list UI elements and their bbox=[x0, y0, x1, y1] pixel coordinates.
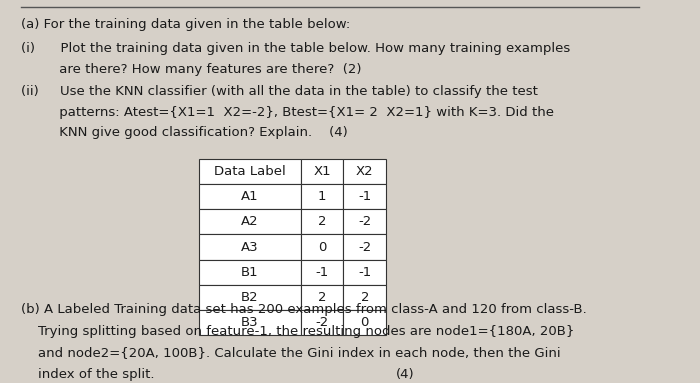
Bar bbox=[300, 285, 344, 310]
Text: X1: X1 bbox=[313, 165, 331, 178]
Text: -1: -1 bbox=[358, 190, 372, 203]
Bar bbox=[300, 184, 344, 209]
Text: A1: A1 bbox=[241, 190, 258, 203]
Text: -2: -2 bbox=[358, 241, 372, 254]
Bar bbox=[199, 285, 300, 310]
Text: 2: 2 bbox=[318, 291, 326, 304]
Text: are there? How many features are there?  (2): are there? How many features are there? … bbox=[21, 62, 362, 75]
Text: patterns: Atest={X1=1  X2=-2}, Btest={X1= 2  X2=1} with K=3. Did the: patterns: Atest={X1=1 X2=-2}, Btest={X1=… bbox=[21, 106, 554, 119]
Text: 2: 2 bbox=[360, 291, 369, 304]
Bar bbox=[344, 184, 386, 209]
Text: -2: -2 bbox=[316, 316, 328, 329]
Text: (i)      Plot the training data given in the table below. How many training exam: (i) Plot the training data given in the … bbox=[21, 42, 570, 55]
Text: KNN give good classification? Explain.    (4): KNN give good classification? Explain. (… bbox=[21, 126, 348, 139]
Bar bbox=[199, 209, 300, 234]
Text: -1: -1 bbox=[316, 266, 328, 279]
Text: Trying splitting based on feature-1, the resulting nodes are node1={180A, 20B}: Trying splitting based on feature-1, the… bbox=[21, 325, 575, 338]
Bar bbox=[344, 234, 386, 260]
Bar bbox=[300, 260, 344, 285]
Text: B1: B1 bbox=[241, 266, 258, 279]
Bar bbox=[199, 260, 300, 285]
Bar bbox=[199, 310, 300, 335]
Text: B2: B2 bbox=[241, 291, 258, 304]
Text: 0: 0 bbox=[318, 241, 326, 254]
Bar bbox=[199, 159, 300, 184]
Text: X2: X2 bbox=[356, 165, 374, 178]
Text: Data Label: Data Label bbox=[214, 165, 286, 178]
Bar bbox=[300, 234, 344, 260]
Text: (ii)     Use the KNN classifier (with all the data in the table) to classify the: (ii) Use the KNN classifier (with all th… bbox=[21, 85, 538, 98]
Text: index of the split.: index of the split. bbox=[21, 368, 155, 381]
Text: 2: 2 bbox=[318, 215, 326, 228]
Bar bbox=[199, 234, 300, 260]
Bar bbox=[344, 285, 386, 310]
Bar bbox=[344, 310, 386, 335]
Text: (b) A Labeled Training data set has 200 examples from class-A and 120 from class: (b) A Labeled Training data set has 200 … bbox=[21, 303, 587, 316]
Text: 0: 0 bbox=[360, 316, 369, 329]
Text: 1: 1 bbox=[318, 190, 326, 203]
Bar bbox=[344, 159, 386, 184]
Text: -1: -1 bbox=[358, 266, 372, 279]
Bar bbox=[199, 184, 300, 209]
Text: A2: A2 bbox=[241, 215, 258, 228]
Bar bbox=[300, 310, 344, 335]
Bar bbox=[344, 260, 386, 285]
Text: A3: A3 bbox=[241, 241, 258, 254]
Text: -2: -2 bbox=[358, 215, 372, 228]
Text: B3: B3 bbox=[241, 316, 258, 329]
Text: (a) For the training data given in the table below:: (a) For the training data given in the t… bbox=[21, 18, 351, 31]
Bar bbox=[300, 159, 344, 184]
Text: and node2={20A, 100B}. Calculate the Gini index in each node, then the Gini: and node2={20A, 100B}. Calculate the Gin… bbox=[21, 346, 561, 359]
Text: (4): (4) bbox=[396, 368, 414, 381]
Bar bbox=[344, 209, 386, 234]
Bar bbox=[300, 209, 344, 234]
